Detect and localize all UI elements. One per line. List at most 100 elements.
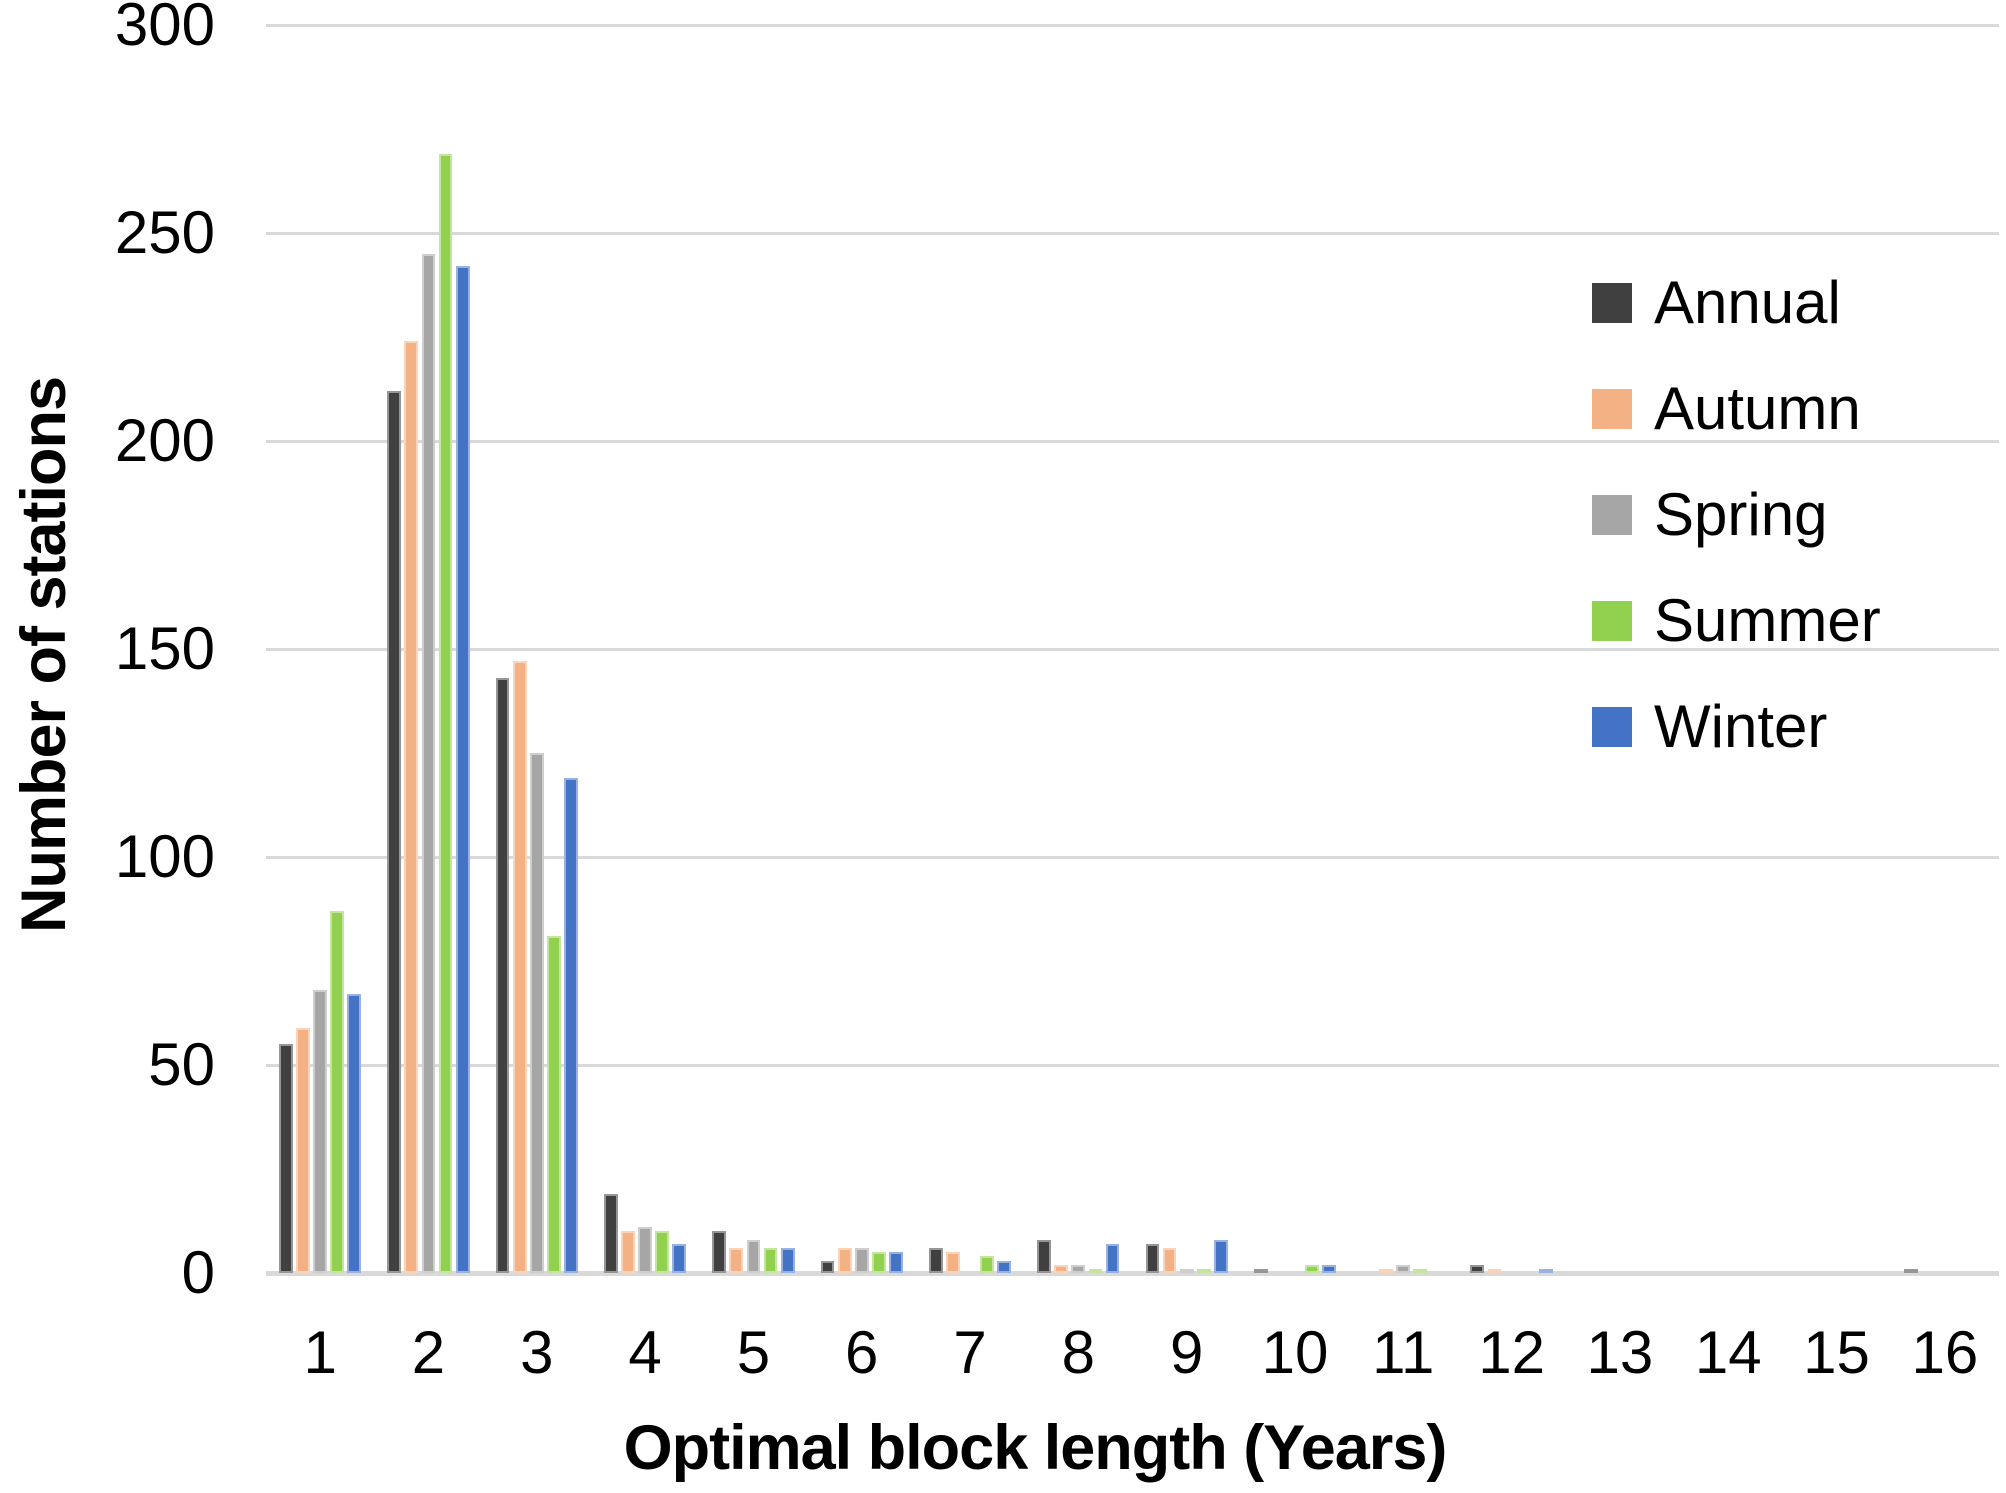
legend-swatch-spring <box>1592 495 1632 535</box>
legend-label: Summer <box>1654 587 1881 654</box>
x-tick-label: 9 <box>1169 1319 1204 1386</box>
x-tick-label: 16 <box>1911 1319 1979 1386</box>
bar-winter-x6 <box>889 1252 903 1273</box>
bar-winter-x7 <box>997 1260 1012 1273</box>
bar-winter-x4 <box>672 1243 687 1273</box>
y-tick-label: 100 <box>114 823 215 890</box>
bar-autumn-x1 <box>296 1027 310 1273</box>
plot-area <box>266 23 1999 1276</box>
bar-winter-x9 <box>1213 1239 1228 1273</box>
x-tick-label: 13 <box>1586 1319 1654 1386</box>
y-tick-label: 200 <box>114 407 215 474</box>
x-tick-label: 15 <box>1803 1319 1870 1386</box>
gridline <box>266 23 1999 27</box>
bar-annual-x7 <box>928 1248 943 1273</box>
bar-winter-x2 <box>455 266 470 1273</box>
gridline <box>266 231 1999 235</box>
bar-winter-x10 <box>1322 1264 1337 1273</box>
x-tick-label: 1 <box>303 1319 337 1386</box>
x-tick-label: 5 <box>736 1319 771 1386</box>
bar-spring-x8 <box>1071 1264 1086 1273</box>
bar-autumn-x8 <box>1054 1264 1069 1273</box>
legend-label: Spring <box>1654 481 1828 548</box>
gridline <box>266 647 1999 651</box>
bar-spring-x4 <box>638 1227 652 1273</box>
x-tick-label: 2 <box>411 1319 446 1386</box>
x-tick-label: 3 <box>520 1319 554 1386</box>
bar-spring-x5 <box>746 1239 761 1273</box>
y-tick-label: 150 <box>114 615 215 682</box>
bar-summer-x1 <box>330 911 345 1273</box>
bar-autumn-x9 <box>1162 1248 1177 1273</box>
bar-annual-x8 <box>1037 1239 1052 1273</box>
bar-winter-x5 <box>780 1248 795 1273</box>
legend-label: Annual <box>1654 269 1841 336</box>
bar-summer-x10 <box>1305 1264 1319 1273</box>
bar-annual-x12 <box>1470 1264 1485 1273</box>
bar-summer-x4 <box>655 1231 670 1273</box>
bar-summer-x2 <box>438 153 453 1273</box>
legend-label: Autumn <box>1654 375 1861 442</box>
legend-entry-autumn: Autumn <box>1592 374 1881 444</box>
bar-autumn-x2 <box>404 341 419 1273</box>
bar-annual-x10 <box>1253 1268 1268 1273</box>
bar-annual-x1 <box>279 1044 293 1273</box>
legend-swatch-autumn <box>1592 389 1632 429</box>
y-tick-label: 50 <box>148 1031 215 1098</box>
legend-entry-annual: Annual <box>1592 268 1881 338</box>
y-tick-label: 0 <box>181 1239 215 1306</box>
bar-annual-x16 <box>1903 1268 1918 1273</box>
bar-autumn-x4 <box>621 1231 635 1273</box>
legend-swatch-summer <box>1592 601 1632 641</box>
bar-summer-x7 <box>980 1256 995 1273</box>
bar-summer-x5 <box>763 1248 778 1273</box>
bar-summer-x6 <box>871 1252 886 1273</box>
x-tick-label: 10 <box>1261 1319 1329 1386</box>
bar-autumn-x5 <box>729 1248 744 1273</box>
x-tick-label: 11 <box>1372 1319 1435 1386</box>
bar-autumn-x6 <box>837 1248 852 1273</box>
legend-entry-summer: Summer <box>1592 586 1881 656</box>
bar-autumn-x12 <box>1487 1268 1502 1273</box>
bar-annual-x6 <box>820 1260 835 1273</box>
y-tick-label: 300 <box>114 0 215 58</box>
legend-entry-spring: Spring <box>1592 480 1881 550</box>
bar-autumn-x11 <box>1379 1268 1394 1273</box>
x-axis-title: Optimal block length (Years) <box>623 1413 1448 1483</box>
bar-annual-x5 <box>712 1231 727 1273</box>
legend-entry-winter: Winter <box>1592 692 1881 762</box>
x-tick-label: 12 <box>1478 1319 1545 1386</box>
bar-summer-x11 <box>1413 1268 1428 1273</box>
bar-summer-x3 <box>546 936 561 1273</box>
x-tick-label: 7 <box>953 1319 987 1386</box>
x-tick-label: 6 <box>845 1319 879 1386</box>
bar-winter-x8 <box>1105 1243 1120 1273</box>
legend-swatch-annual <box>1592 283 1632 323</box>
bar-annual-x3 <box>495 678 510 1273</box>
bar-annual-x4 <box>603 1193 618 1273</box>
legend: Annual Autumn Spring Summer Winter <box>1592 268 1881 762</box>
bar-spring-x6 <box>854 1248 869 1273</box>
bar-autumn-x7 <box>946 1252 960 1273</box>
bar-summer-x8 <box>1088 1268 1103 1273</box>
gridline <box>266 439 1999 443</box>
bar-summer-x9 <box>1196 1268 1211 1273</box>
gridline <box>266 1063 1999 1067</box>
x-tick-label: 14 <box>1694 1319 1762 1386</box>
y-tick-label: 250 <box>114 199 215 266</box>
x-tick-label: 4 <box>628 1319 662 1386</box>
x-axis-line <box>266 1270 1999 1276</box>
bar-spring-x9 <box>1179 1268 1194 1273</box>
gridline <box>266 855 1999 859</box>
bar-spring-x11 <box>1396 1264 1411 1273</box>
bar-annual-x2 <box>387 391 402 1273</box>
bar-spring-x3 <box>529 753 544 1273</box>
x-tick-label: 8 <box>1061 1319 1096 1386</box>
legend-swatch-winter <box>1592 707 1632 747</box>
bar-winter-x3 <box>564 777 578 1273</box>
bar-winter-x12 <box>1538 1268 1553 1273</box>
bar-autumn-x3 <box>512 661 527 1273</box>
bar-annual-x9 <box>1145 1243 1160 1273</box>
legend-label: Winter <box>1654 693 1828 760</box>
